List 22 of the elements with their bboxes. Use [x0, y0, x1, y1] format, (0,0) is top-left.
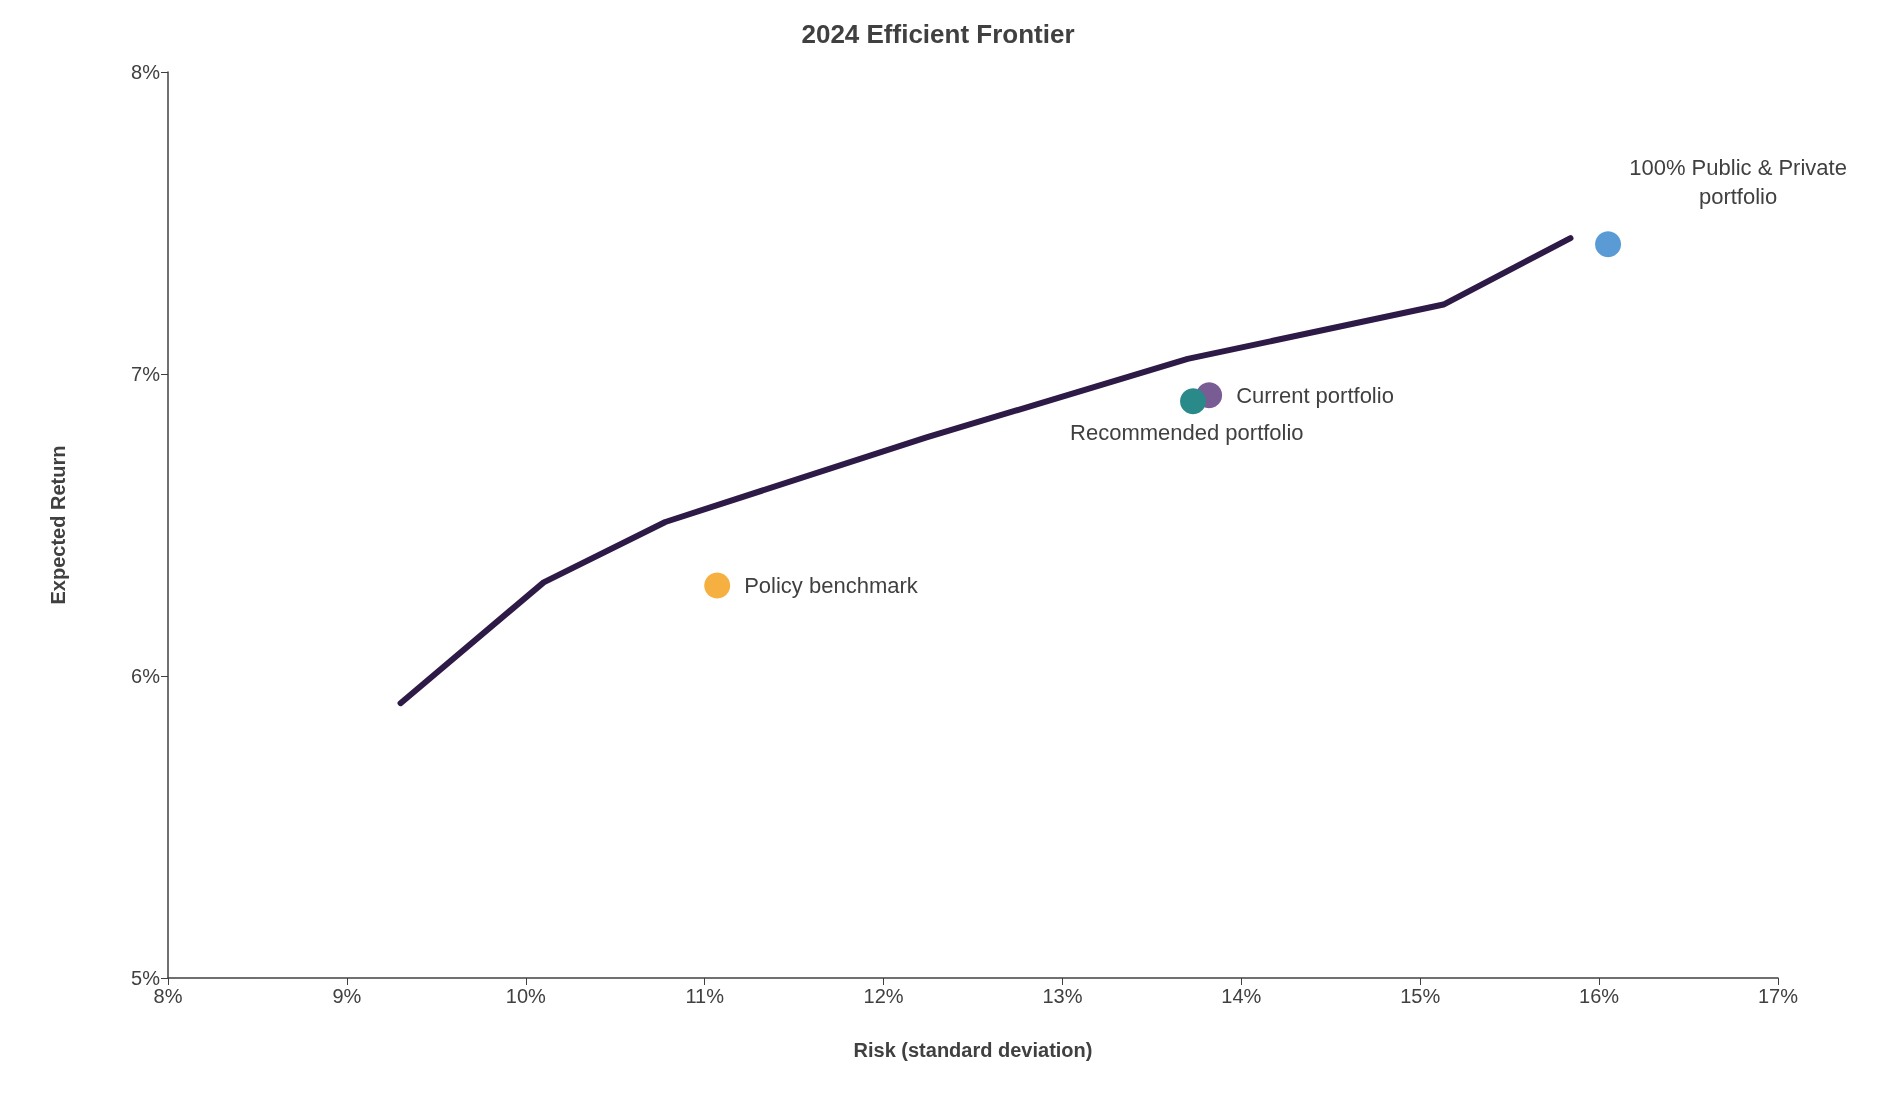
x-tick-label: 16%	[1579, 985, 1620, 1007]
y-tick-label: 7%	[131, 363, 161, 385]
x-tick-label: 14%	[1221, 985, 1262, 1007]
chart-title: 2024 Efficient Frontier	[801, 19, 1075, 49]
series-label: Current portfolio	[1236, 382, 1394, 408]
x-tick-label: 12%	[863, 985, 904, 1007]
x-tick-label: 11%	[685, 985, 725, 1007]
series-label: 100% Public & Private portfolio	[1629, 155, 1847, 210]
series-label: Policy benchmark	[744, 572, 919, 598]
x-axis-title: Risk (standard deviation)	[853, 1039, 1093, 1061]
point	[1595, 231, 1622, 258]
series-label: Recommended portfolio	[1070, 420, 1304, 446]
point	[704, 572, 731, 599]
x-tick-label: 10%	[505, 985, 547, 1007]
y-tick-label: 8%	[131, 61, 161, 83]
x-tick-label: 13%	[1042, 985, 1083, 1007]
point	[1180, 388, 1207, 415]
x-tick-label: 17%	[1757, 985, 1799, 1007]
y-axis-title: Expected Return	[47, 445, 69, 605]
y-tick-label: 6%	[131, 665, 161, 687]
x-tick-label: 15%	[1400, 985, 1441, 1007]
x-tick-label: 9%	[332, 985, 362, 1007]
